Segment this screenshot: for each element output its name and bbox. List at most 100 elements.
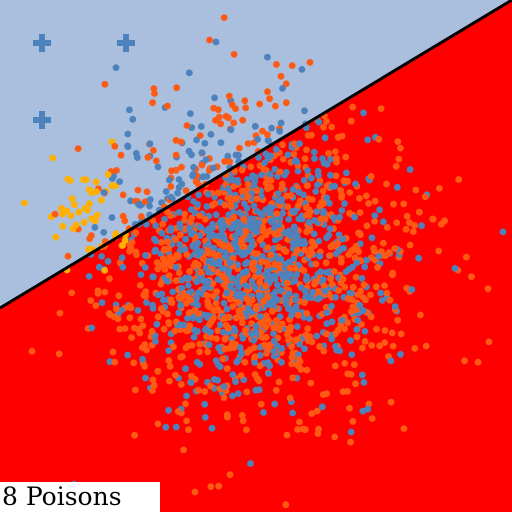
data-point-orange — [342, 153, 350, 161]
data-point-orange — [326, 252, 334, 259]
data-point-orange — [394, 138, 402, 146]
data-point-orange — [212, 117, 219, 124]
data-point-orange — [173, 84, 181, 92]
data-point-orange — [347, 308, 355, 315]
data-point-orange — [137, 213, 145, 220]
data-point-orange — [381, 282, 388, 289]
data-point-blue — [317, 268, 325, 276]
data-point-orange — [316, 343, 323, 350]
data-point-orange — [134, 186, 142, 194]
data-point-blue — [205, 225, 213, 233]
data-point-orange — [288, 343, 296, 350]
data-point-orange — [296, 358, 304, 365]
data-point-orange — [180, 446, 188, 454]
data-point-orange — [51, 210, 59, 218]
data-point-blue — [220, 328, 227, 336]
data-point-orange — [381, 339, 389, 346]
data-point-orange — [223, 365, 231, 373]
data-point-orange — [335, 287, 342, 294]
data-point-blue — [300, 176, 308, 184]
data-point-orange — [164, 310, 171, 318]
data-point-blue — [196, 223, 204, 231]
data-point-orange — [264, 261, 272, 269]
data-point-blue — [162, 423, 170, 431]
data-point-orange — [194, 261, 202, 269]
data-point-blue — [227, 282, 235, 290]
data-point-blue — [124, 130, 132, 138]
data-point-orange — [373, 325, 380, 333]
data-point-orange — [286, 264, 294, 272]
data-point-orange — [284, 203, 292, 211]
data-point-orange — [196, 348, 203, 356]
data-point-orange — [127, 304, 135, 312]
data-point-blue — [380, 218, 387, 226]
data-point-orange — [400, 425, 408, 432]
data-point-orange — [256, 100, 263, 108]
data-point-blue — [222, 253, 229, 260]
data-point-orange — [301, 155, 309, 163]
data-point-blue — [258, 171, 265, 179]
data-point-orange — [198, 161, 206, 169]
data-point-orange — [232, 195, 240, 203]
data-point-orange — [175, 269, 183, 277]
data-point-orange — [243, 388, 251, 396]
data-point-orange — [363, 222, 371, 230]
data-point-orange — [220, 14, 228, 21]
data-point-orange — [323, 330, 330, 338]
data-point-yellow — [64, 175, 72, 183]
data-point-orange — [225, 92, 233, 100]
data-point-blue — [232, 151, 240, 159]
data-point-orange — [128, 239, 136, 246]
data-point-blue — [250, 202, 258, 210]
data-point-blue — [408, 286, 416, 293]
data-point-blue — [286, 305, 294, 313]
data-point-blue — [348, 289, 355, 297]
data-point-blue — [259, 253, 267, 260]
data-point-orange — [168, 167, 175, 175]
data-point-orange — [287, 323, 295, 331]
data-point-orange — [262, 179, 270, 187]
data-point-orange — [296, 197, 304, 205]
data-point-orange — [253, 195, 261, 203]
data-point-orange — [191, 488, 199, 496]
data-point-orange — [338, 191, 346, 199]
data-point-blue — [189, 171, 197, 178]
data-point-blue — [265, 370, 272, 377]
data-point-blue — [309, 288, 316, 296]
data-point-yellow — [101, 267, 109, 274]
data-point-orange — [165, 319, 173, 326]
data-point-orange — [294, 246, 301, 254]
data-point-blue — [201, 326, 209, 334]
data-point-blue — [272, 146, 280, 153]
data-point-blue — [332, 294, 339, 301]
data-point-orange — [387, 398, 395, 406]
data-point-blue — [178, 285, 186, 292]
data-point-orange — [171, 327, 179, 335]
data-point-blue — [190, 163, 198, 171]
data-point-blue — [330, 214, 338, 222]
data-point-orange — [256, 278, 264, 286]
data-point-orange — [185, 426, 192, 434]
data-point-yellow — [75, 208, 83, 216]
data-point-blue — [323, 309, 331, 317]
data-point-blue — [418, 222, 425, 230]
data-point-blue — [184, 282, 192, 289]
data-point-orange — [273, 210, 281, 218]
data-point-orange — [113, 167, 120, 174]
data-point-blue — [108, 214, 116, 221]
data-point-orange — [226, 344, 234, 352]
data-point-orange — [371, 197, 379, 205]
data-point-blue — [315, 237, 323, 245]
data-point-blue — [187, 110, 194, 117]
data-point-orange — [167, 183, 175, 190]
data-point-orange — [341, 283, 349, 291]
data-point-orange — [260, 165, 268, 173]
data-point-blue — [205, 341, 213, 349]
data-point-orange — [234, 299, 242, 306]
data-point-orange — [360, 281, 368, 289]
data-point-orange — [331, 148, 339, 156]
data-point-orange — [56, 309, 64, 317]
data-point-blue — [301, 107, 308, 115]
data-point-blue — [295, 188, 303, 196]
data-point-orange — [199, 255, 207, 263]
